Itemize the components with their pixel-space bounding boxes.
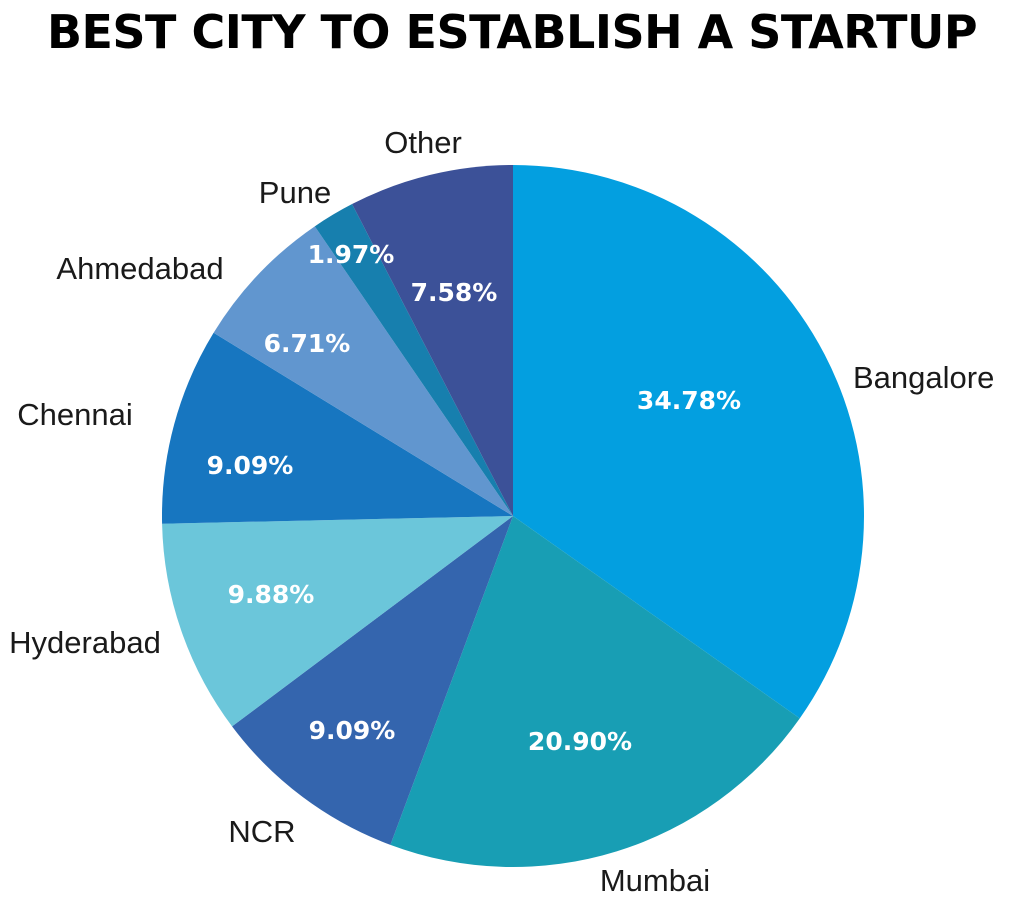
pie-slice-pune <box>314 204 513 516</box>
slice-value-ahmedabad: 6.71% <box>264 329 351 358</box>
pie-slices <box>161 165 865 867</box>
pie-slice-bangalore <box>513 165 865 719</box>
slice-label-pune: Pune <box>259 175 331 210</box>
pie-slice-chennai <box>161 332 513 524</box>
slice-value-pune: 1.97% <box>308 240 395 269</box>
slice-label-mumbai: Mumbai <box>600 863 710 898</box>
slice-value-ncr: 9.09% <box>309 716 396 745</box>
pie-slice-ahmedabad <box>213 226 514 516</box>
slice-value-other: 7.58% <box>411 278 498 307</box>
pie-slice-ncr <box>232 516 514 845</box>
percentage-labels: 34.78% 20.90% 9.09% 9.88% 9.09% 6.71% 1.97% 7.5… <box>207 240 741 756</box>
slice-label-ncr: NCR <box>228 814 295 849</box>
chart-title: BEST CITY TO ESTABLISH A STARTUP <box>46 5 978 59</box>
pie-slice-hyderabad <box>162 516 513 727</box>
slice-label-hyderabad: Hyderabad <box>9 625 161 660</box>
pie-slice-mumbai <box>390 516 800 867</box>
category-labels: Bangalore Mumbai NCR Hyderabad Chennai Ahmeda… <box>9 125 994 898</box>
slice-value-mumbai: 20.90% <box>528 727 632 756</box>
slice-label-bangalore: Bangalore <box>853 360 994 395</box>
slice-value-hyderabad: 9.88% <box>228 580 315 609</box>
slice-label-ahmedabad: Ahmedabad <box>56 251 223 286</box>
slice-value-chennai: 9.09% <box>207 451 294 480</box>
slice-label-chennai: Chennai <box>17 397 132 432</box>
slice-value-bangalore: 34.78% <box>637 386 741 415</box>
slice-label-other: Other <box>384 125 462 160</box>
pie-slice-other <box>352 165 513 516</box>
